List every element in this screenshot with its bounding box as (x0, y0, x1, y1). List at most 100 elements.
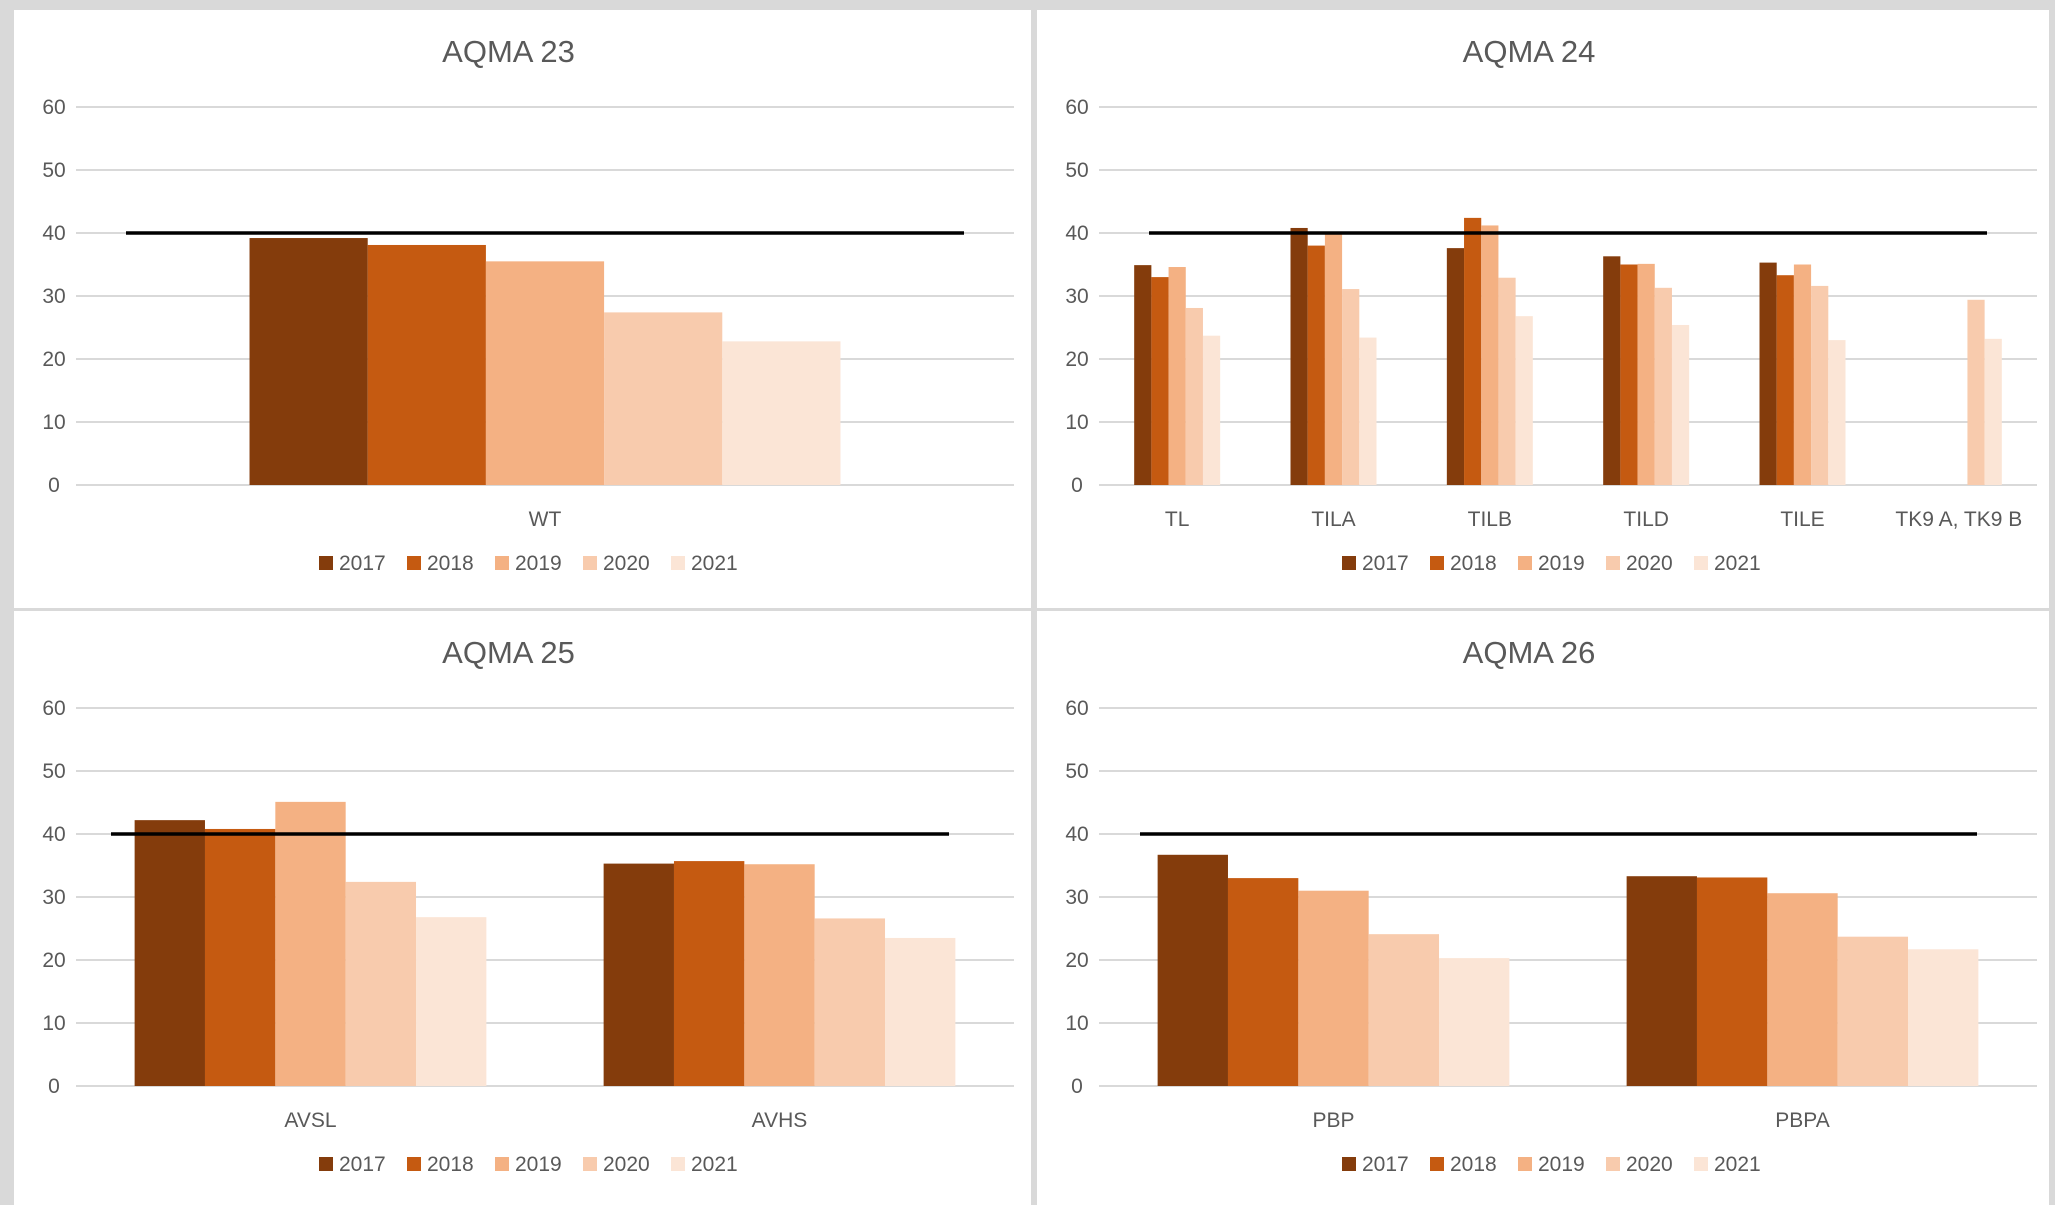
chart-panel-2: AQMA 24 0 10 20 30 40 50 60 TL TILA TILB TILD TILE TK… (1037, 10, 2049, 608)
legend-swatch (1430, 1157, 1444, 1171)
y-tick-label: 60 (1065, 697, 1088, 720)
y-tick-label: 50 (1065, 760, 1088, 783)
legend-label: 2019 (1538, 552, 1585, 575)
bar-wt-2019 (485, 261, 605, 485)
x-category-label: AVSL (284, 1109, 336, 1132)
bar-avsl-2017 (134, 820, 205, 1086)
chart-panel-1: AQMA 23 0 10 20 30 40 50 60 WT 2017 2018 2019 2020 20… (14, 10, 1031, 608)
y-tick-label: 60 (42, 697, 65, 720)
bar-pbpa-2020 (1837, 936, 1909, 1086)
legend-swatch (1694, 556, 1708, 570)
bar-pbp-2019 (1298, 890, 1369, 1086)
bar-tile-2021 (1828, 340, 1846, 485)
y-tick-label: 40 (42, 222, 65, 245)
y-tick-label: 0 (48, 474, 60, 497)
y-tick-label: 30 (1065, 886, 1088, 909)
chart-title: AQMA 23 (442, 34, 575, 69)
legend-label: 2018 (427, 552, 474, 575)
bar-pbp-2017 (1157, 854, 1228, 1086)
bar-tila-2018 (1307, 245, 1325, 485)
bar-pbpa-2018 (1696, 877, 1768, 1086)
legend-label: 2020 (603, 552, 650, 575)
legend-label: 2017 (1362, 552, 1409, 575)
legend-swatch (1518, 556, 1532, 570)
chart-panel-3: AQMA 25 0 10 20 30 40 50 60 AVSL AVHS 2017 2018 2019… (14, 611, 1031, 1205)
chart-svg: AQMA 23 0 10 20 30 40 50 60 WT 2017 2018 2019 2020 20… (42, 34, 1014, 575)
bar-avsl-2020 (345, 881, 417, 1086)
bar-pbp-2018 (1227, 878, 1299, 1086)
chart-svg: AQMA 26 0 10 20 30 40 50 60 PBP PBPA 2017 2018 2019 2… (1065, 635, 2037, 1176)
bar-tl-2018 (1151, 277, 1169, 485)
legend-label: 2017 (339, 552, 386, 575)
bar-tilb-2019 (1481, 225, 1499, 485)
bar-avhs-2017 (603, 863, 674, 1086)
legend-swatch (1606, 556, 1620, 570)
legend-swatch (583, 556, 597, 570)
bar-wt-2018 (367, 244, 486, 485)
y-tick-label: 20 (42, 348, 65, 371)
bar-tilb-2021 (1515, 316, 1533, 485)
x-category-label: PBP (1312, 1109, 1354, 1132)
x-category-label: TILB (1468, 508, 1512, 531)
x-category-label: PBPA (1775, 1109, 1829, 1132)
y-tick-label: 40 (42, 823, 65, 846)
legend-label: 2018 (427, 1153, 474, 1176)
bar-tila-2019 (1324, 233, 1343, 485)
bar-tk9-a-tk9-b-2021 (1984, 338, 2002, 485)
y-tick-label: 10 (1065, 1012, 1088, 1035)
x-category-label: TILD (1623, 508, 1669, 531)
x-category-label: TL (1165, 508, 1190, 531)
y-tick-label: 50 (42, 159, 65, 182)
bar-pbp-2020 (1368, 934, 1440, 1086)
legend-swatch (1694, 1157, 1708, 1171)
y-tick-label: 60 (1065, 96, 1088, 119)
legend-swatch (583, 1157, 597, 1171)
y-tick-label: 20 (1065, 949, 1088, 972)
bar-avsl-2021 (416, 917, 487, 1086)
legend-label: 2018 (1450, 552, 1497, 575)
y-tick-label: 40 (1065, 823, 1088, 846)
legend-swatch (1430, 556, 1444, 570)
y-tick-label: 0 (48, 1075, 60, 1098)
legend-swatch (1606, 1157, 1620, 1171)
bar-avhs-2021 (885, 937, 956, 1086)
bar-tl-2020 (1185, 307, 1203, 485)
legend-label: 2021 (691, 1153, 738, 1176)
bar-tile-2018 (1776, 275, 1794, 485)
bar-tild-2018 (1620, 264, 1638, 485)
bar-avhs-2018 (673, 861, 745, 1086)
x-category-label: TK9 A, TK9 B (1895, 508, 2022, 531)
legend-label: 2017 (339, 1153, 386, 1176)
y-tick-label: 50 (1065, 159, 1088, 182)
y-tick-label: 20 (1065, 348, 1088, 371)
bar-pbp-2021 (1439, 958, 1510, 1086)
bar-tilb-2020 (1498, 277, 1516, 485)
legend-label: 2020 (1626, 1153, 1673, 1176)
y-tick-label: 40 (1065, 222, 1088, 245)
x-category-label: TILA (1311, 508, 1355, 531)
chart-title: AQMA 24 (1463, 34, 1596, 69)
bar-tild-2019 (1637, 263, 1655, 485)
chart-title: AQMA 26 (1463, 635, 1596, 670)
bar-tilb-2017 (1446, 248, 1465, 485)
bar-avhs-2019 (744, 864, 815, 1086)
bar-tile-2020 (1811, 285, 1829, 485)
legend-swatch (671, 556, 685, 570)
legend-label: 2021 (1714, 552, 1761, 575)
legend-swatch (1342, 1157, 1356, 1171)
bar-avsl-2018 (204, 828, 276, 1086)
legend-swatch (319, 556, 333, 570)
x-category-label: AVHS (752, 1109, 808, 1132)
legend-label: 2018 (1450, 1153, 1497, 1176)
bar-tile-2017 (1759, 262, 1777, 485)
y-tick-label: 30 (42, 285, 65, 308)
x-category-label: WT (529, 508, 562, 531)
bar-pbpa-2017 (1626, 876, 1697, 1086)
legend-label: 2017 (1362, 1153, 1409, 1176)
bar-tila-2021 (1359, 337, 1377, 485)
y-tick-label: 30 (1065, 285, 1088, 308)
bar-tk9-a-tk9-b-2020 (1967, 299, 1985, 485)
legend-label: 2021 (1714, 1153, 1761, 1176)
x-category-label: TILE (1780, 508, 1824, 531)
